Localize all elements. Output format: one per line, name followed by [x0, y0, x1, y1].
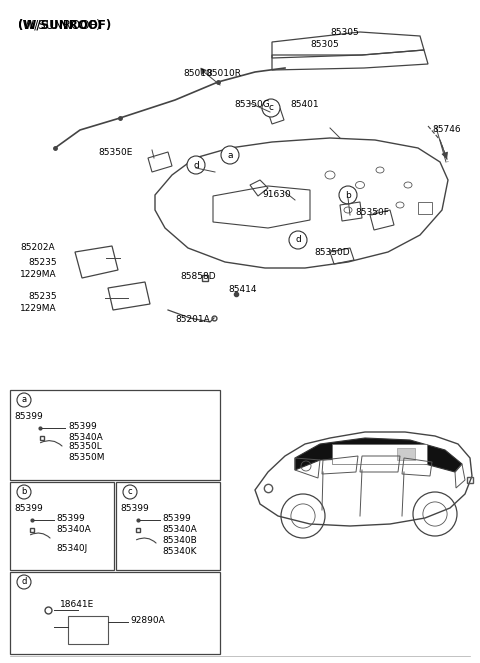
FancyBboxPatch shape: [397, 448, 415, 460]
Circle shape: [123, 485, 137, 499]
Text: 85399: 85399: [120, 504, 149, 513]
Text: 85340K: 85340K: [162, 547, 196, 556]
FancyBboxPatch shape: [332, 444, 427, 464]
Text: 85746: 85746: [432, 125, 461, 134]
Text: 85010R: 85010R: [206, 69, 241, 78]
Text: 85235: 85235: [28, 258, 57, 267]
Text: 85350L: 85350L: [68, 442, 102, 451]
Text: 1229MA: 1229MA: [20, 304, 57, 313]
Text: 85858D: 85858D: [180, 272, 216, 281]
Text: c: c: [128, 487, 132, 497]
Text: (W/SUNROOF): (W/SUNROOF): [18, 18, 111, 31]
Text: a: a: [227, 151, 233, 160]
Text: (W/SUNROOF): (W/SUNROOF): [18, 18, 101, 31]
Text: 85401: 85401: [290, 100, 319, 109]
Text: b: b: [345, 190, 351, 200]
Circle shape: [221, 146, 239, 164]
Text: 85340B: 85340B: [162, 536, 197, 545]
Bar: [10, 572, 220, 654]
Text: 85399: 85399: [162, 514, 191, 523]
Text: 85350G: 85350G: [234, 100, 270, 109]
Text: 18641E: 18641E: [60, 600, 94, 609]
Text: 85399: 85399: [14, 412, 43, 421]
Bar: [116, 482, 220, 570]
Polygon shape: [295, 438, 462, 472]
Text: 85202A: 85202A: [20, 243, 55, 252]
Text: 85010: 85010: [183, 69, 212, 78]
Text: 85350E: 85350E: [98, 148, 132, 157]
Circle shape: [289, 231, 307, 249]
Text: 85350M: 85350M: [68, 453, 105, 462]
Text: c: c: [268, 103, 274, 113]
Text: 85235: 85235: [28, 292, 57, 301]
Text: d: d: [21, 577, 27, 587]
Text: 1229MA: 1229MA: [20, 270, 57, 279]
Circle shape: [187, 156, 205, 174]
Text: 85350F: 85350F: [355, 208, 389, 217]
Text: d: d: [193, 160, 199, 170]
Bar: [10, 482, 114, 570]
Text: a: a: [22, 396, 26, 404]
Text: 85350D: 85350D: [314, 248, 349, 257]
Text: 92890A: 92890A: [130, 616, 165, 625]
Circle shape: [339, 186, 357, 204]
Text: 85399: 85399: [68, 422, 97, 431]
Text: 85340A: 85340A: [68, 433, 103, 442]
Text: 85201A: 85201A: [175, 315, 210, 324]
Text: 85414: 85414: [228, 285, 256, 294]
Text: 85340J: 85340J: [56, 544, 87, 553]
Circle shape: [262, 99, 280, 117]
Text: 85399: 85399: [14, 504, 43, 513]
Text: d: d: [295, 235, 301, 245]
Text: 85305: 85305: [330, 28, 359, 37]
Text: 85340A: 85340A: [162, 525, 197, 534]
Circle shape: [17, 393, 31, 407]
Circle shape: [17, 575, 31, 589]
Text: b: b: [21, 487, 27, 497]
Text: 85305: 85305: [310, 40, 339, 49]
Text: 91630: 91630: [262, 190, 291, 199]
Bar: [10, 390, 220, 480]
Text: 85340A: 85340A: [56, 525, 91, 534]
Text: 85399: 85399: [56, 514, 85, 523]
Circle shape: [17, 485, 31, 499]
